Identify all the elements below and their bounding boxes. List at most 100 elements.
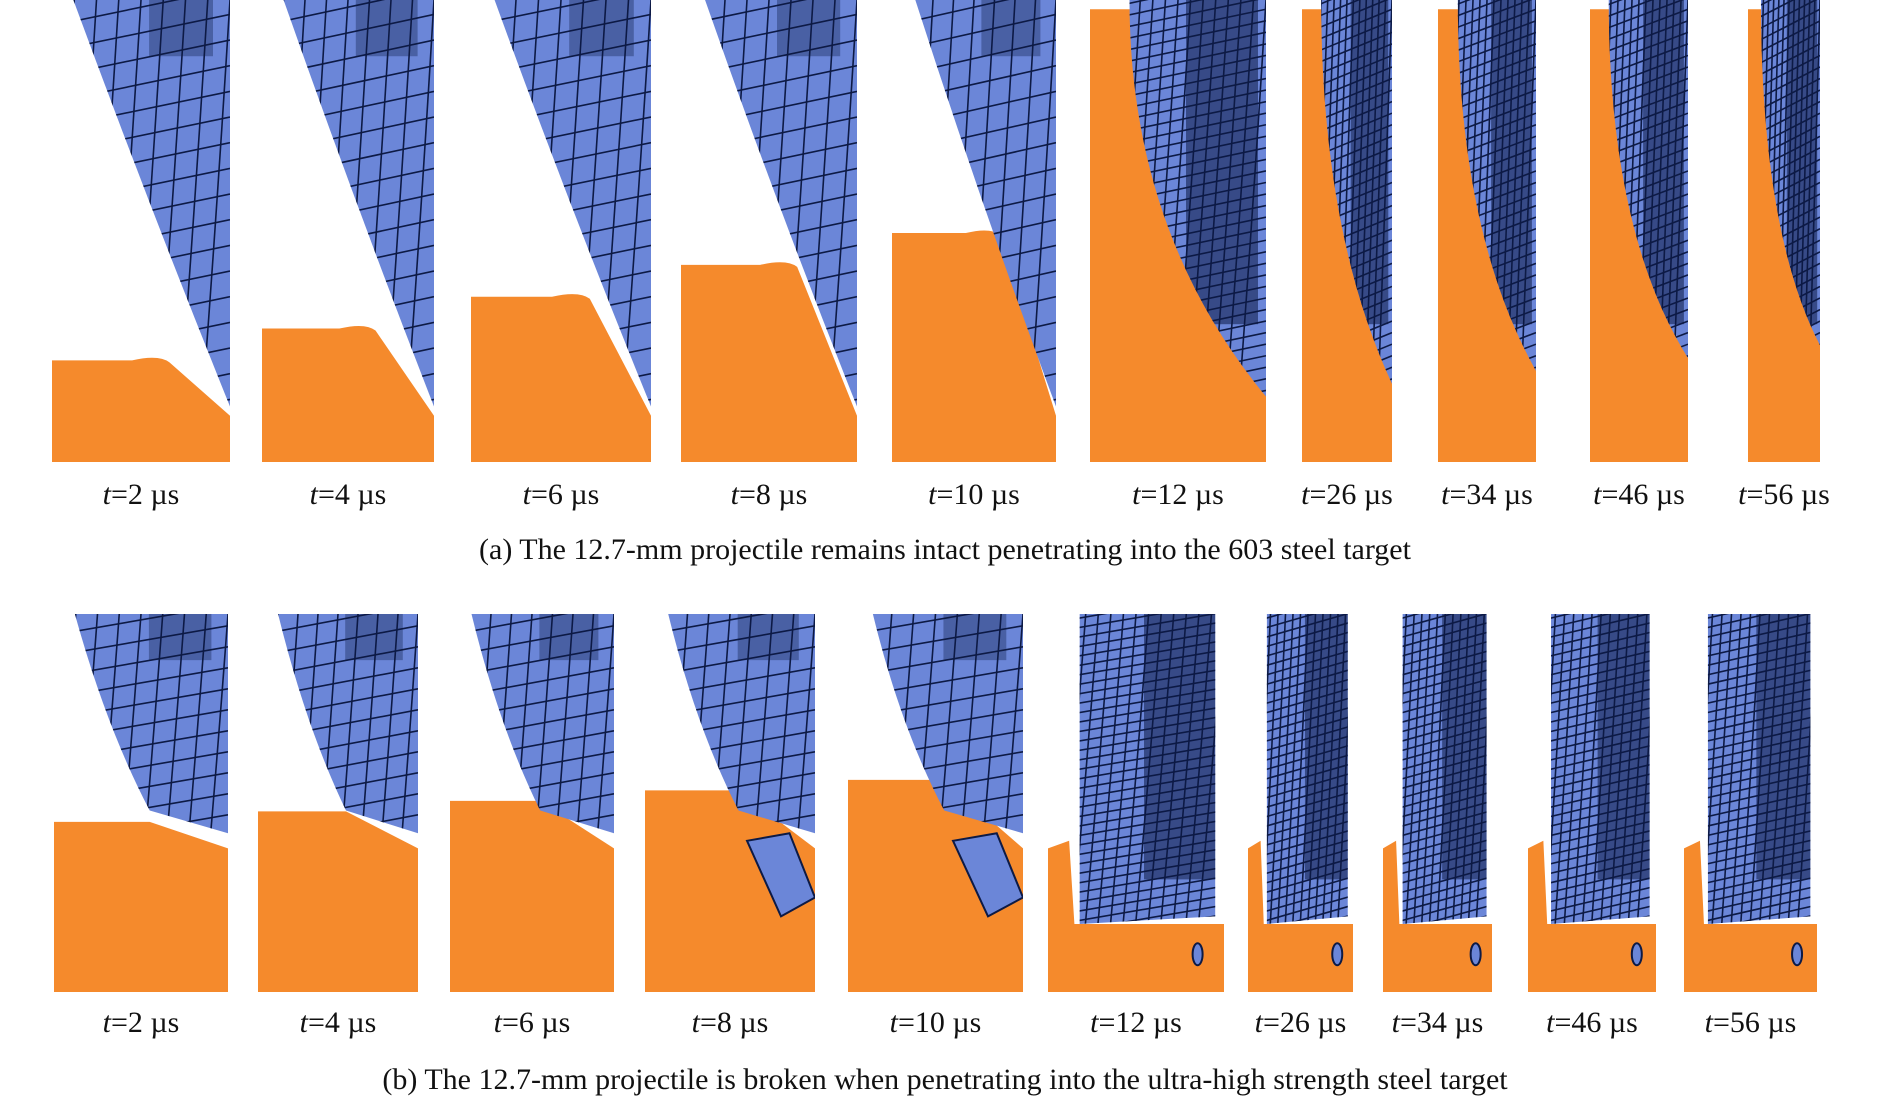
time-value: =8 µs [699,1006,769,1039]
projectile-fragment [745,832,815,918]
time-label: t=12 µs [1090,1006,1182,1040]
time-variable: t [1301,478,1310,511]
time-label: t=34 µs [1441,478,1533,512]
target-block [450,800,614,992]
time-label: t=6 µs [494,1006,571,1040]
panel-b-frame-10 [1684,614,1817,992]
projectile-fragment [1791,942,1804,967]
panel-a-frame-5 [892,0,1056,462]
panel-b-frame-5 [848,614,1023,992]
panel-b-frame-3 [450,614,614,992]
projectile-fragment [951,832,1023,918]
dense-mesh-core [1491,0,1532,325]
target-block [52,357,230,462]
time-variable: t [1391,1006,1400,1039]
simulation-snapshot [450,614,614,992]
dense-mesh-core [1442,614,1487,880]
caption-a: (a) The 12.7-mm projectile remains intac… [479,533,1411,566]
projectile-fragment [1191,942,1204,967]
simulation-snapshot [892,0,1056,462]
target-block [1048,840,1224,992]
simulation-snapshot [1748,0,1820,462]
panel-a-frame-6 [1090,0,1266,462]
panel-b-frame-8 [1383,614,1492,992]
panel-b-frame-1 [54,614,228,992]
time-label: t=4 µs [300,1006,377,1040]
time-value: =46 µs [1554,1006,1638,1039]
time-value: =12 µs [1140,478,1224,511]
panel-b-frame-4 [645,614,815,992]
time-value: =4 µs [307,1006,377,1039]
simulation-snapshot [52,0,230,462]
dense-mesh-core [539,614,599,661]
dense-mesh-core [1756,614,1811,880]
simulation-snapshot [1090,0,1266,462]
time-value: =12 µs [1098,1006,1182,1039]
time-label: t=12 µs [1132,478,1224,512]
simulation-snapshot [1048,614,1224,992]
time-value: =34 µs [1449,478,1533,511]
simulation-snapshot [681,0,857,462]
projectile-mesh [1321,0,1392,384]
simulation-snapshot [1438,0,1536,462]
time-variable: t [1704,1006,1713,1039]
time-value: =26 µs [1262,1006,1347,1039]
caption-b: (b) The 12.7-mm projectile is broken whe… [382,1063,1508,1096]
time-value: =6 µs [501,1006,571,1039]
time-value: =2 µs [110,478,180,511]
dense-mesh-core [1350,0,1389,325]
time-value: =10 µs [897,1006,982,1039]
projectile-mesh [872,614,1023,834]
projectile-fragment [1331,942,1344,967]
projectile-body [872,614,1023,834]
simulation-snapshot [1248,614,1353,992]
dense-mesh-core [1304,614,1348,880]
time-value: =56 µs [1746,478,1830,511]
panel-a-frame-1 [52,0,230,462]
time-variable: t [691,1006,700,1039]
time-value: =8 µs [738,478,808,511]
time-label: t=8 µs [731,478,808,512]
simulation-snapshot [471,0,651,462]
dense-mesh-core [777,0,841,57]
time-label: t=26 µs [1301,478,1393,512]
time-value: =4 µs [317,478,387,511]
dense-mesh-core [1597,614,1650,880]
projectile-mesh [1551,614,1650,924]
simulation-snapshot [645,614,815,992]
panel-a-frame-10 [1748,0,1820,462]
simulation-snapshot [1302,0,1392,462]
time-variable: t [309,478,318,511]
panel-a-frame-9 [1590,0,1688,462]
projectile-fragment [1630,942,1643,967]
dense-mesh-core [981,0,1041,57]
time-variable: t [102,1006,111,1039]
time-label: t=6 µs [523,478,600,512]
time-variable: t [102,478,111,511]
panel-b-frame-7 [1248,614,1353,992]
target-block [1684,840,1817,992]
dense-mesh-core [148,614,212,661]
time-label: t=4 µs [310,478,387,512]
time-label: t=8 µs [692,1006,769,1040]
simulation-snapshot [1684,614,1817,992]
time-variable: t [1132,478,1141,511]
target-block [1528,840,1656,992]
dense-mesh-core [569,0,634,57]
time-variable: t [299,1006,308,1039]
time-value: =26 µs [1309,478,1393,511]
simulation-snapshot [262,0,434,462]
time-value: =6 µs [530,478,600,511]
dense-mesh-core [943,614,1007,661]
target-block [681,262,857,462]
time-variable: t [1441,478,1450,511]
time-value: =10 µs [936,478,1020,511]
time-value: =2 µs [110,1006,180,1039]
time-variable: t [1546,1006,1555,1039]
simulation-snapshot [54,614,228,992]
time-variable: t [730,478,739,511]
panel-b-frame-6 [1048,614,1224,992]
panel-b-frame-9 [1528,614,1656,992]
time-variable: t [928,478,937,511]
time-label: t=10 µs [890,1006,982,1040]
